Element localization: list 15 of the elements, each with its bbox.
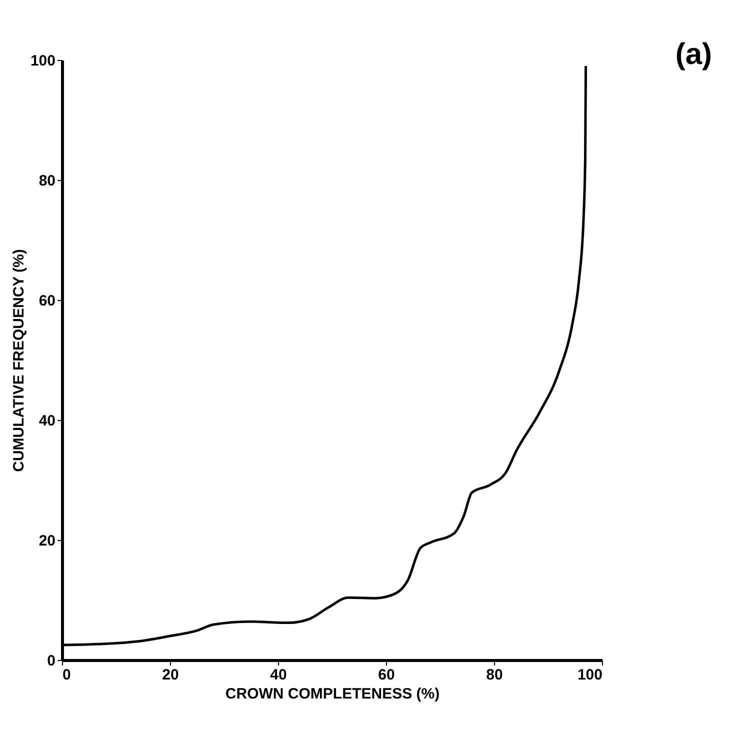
x-tick-label: 0 <box>62 666 71 684</box>
x-tick-label: 60 <box>378 666 395 684</box>
y-tick-label: 40 <box>38 412 56 430</box>
x-tick-label: 40 <box>270 666 287 684</box>
y-axis-title: CUMULATIVE FREQUENCY (%) <box>10 249 28 472</box>
x-tick-label: 100 <box>577 666 602 684</box>
y-tick-label: 100 <box>30 52 56 70</box>
y-tick-label: 20 <box>38 532 56 550</box>
x-axis-title: CROWN COMPLETENESS (%) <box>225 686 440 702</box>
y-tick-label: 0 <box>47 652 56 670</box>
y-tick-label: 80 <box>38 172 56 190</box>
text: (a) <box>675 38 712 71</box>
x-tick-label: 20 <box>162 666 179 684</box>
x-tick-label: 80 <box>486 666 503 684</box>
y-tick-label: 60 <box>38 292 56 310</box>
